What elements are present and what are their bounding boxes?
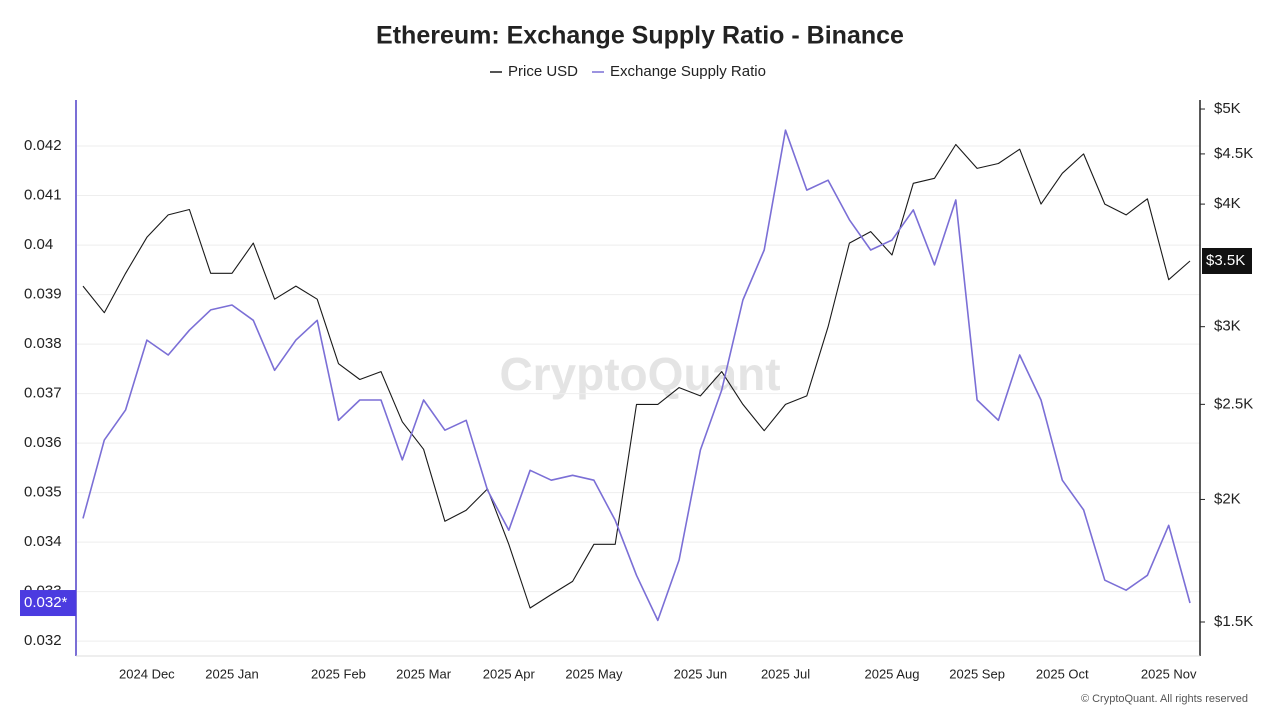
- watermark: CryptoQuant: [499, 348, 780, 400]
- y-tick-label: 0.032: [24, 632, 62, 649]
- series-line: [82, 143, 1191, 609]
- y2-tick-label: $2.5K: [1214, 395, 1253, 412]
- x-tick-label: 2025 May: [565, 666, 623, 681]
- x-tick-label: 2025 Jun: [674, 666, 728, 681]
- chart-title: Ethereum: Exchange Supply Ratio - Binanc…: [376, 22, 904, 50]
- x-tick-label: 2025 Mar: [396, 666, 452, 681]
- y2-tick-label: $4.5K: [1214, 145, 1253, 162]
- y-tick-label: 0.041: [24, 187, 62, 204]
- y-tick-label: 0.036: [24, 434, 62, 451]
- x-tick-label: 2025 Nov: [1141, 666, 1197, 681]
- y-tick-label: 0.039: [24, 286, 62, 303]
- y-tick-label: 0.034: [24, 533, 62, 550]
- y-tick-label: 0.04: [24, 236, 53, 253]
- x-tick-label: 2025 Jan: [205, 666, 259, 681]
- y2-tick-label: $1.5K: [1214, 613, 1253, 630]
- footer: © CryptoQuant. All rights reserved: [1081, 693, 1248, 705]
- y-tick-label: 0.035: [24, 484, 62, 501]
- x-tick-label: 2024 Dec: [119, 666, 175, 681]
- y2-tick-label: $5K: [1214, 100, 1241, 117]
- y-tick-label: 0.042: [24, 137, 62, 154]
- x-tick-label: 2025 Aug: [864, 666, 919, 681]
- y-tick-label: 0.037: [24, 385, 62, 402]
- x-tick-label: 2025 Sep: [949, 666, 1005, 681]
- y2-tick-label: $3K: [1214, 318, 1241, 335]
- y2-tick-label: $4K: [1214, 195, 1241, 212]
- current-badge: [20, 590, 76, 617]
- current-badge-label: 0.032*: [24, 594, 68, 611]
- current-badge: [1202, 247, 1252, 274]
- x-tick-label: 2025 Jul: [761, 666, 810, 681]
- x-tick-label: 2025 Apr: [483, 666, 536, 681]
- series-line: [82, 129, 1191, 622]
- y-tick-label: 0.038: [24, 335, 62, 352]
- legend-label: Exchange Supply Ratio: [610, 63, 766, 80]
- current-badge-label: $3.5K: [1206, 252, 1245, 269]
- x-tick-label: 2025 Feb: [311, 666, 366, 681]
- legend-label: Price USD: [508, 63, 578, 80]
- x-tick-label: 2025 Oct: [1036, 666, 1089, 681]
- y2-tick-label: $2K: [1214, 490, 1241, 507]
